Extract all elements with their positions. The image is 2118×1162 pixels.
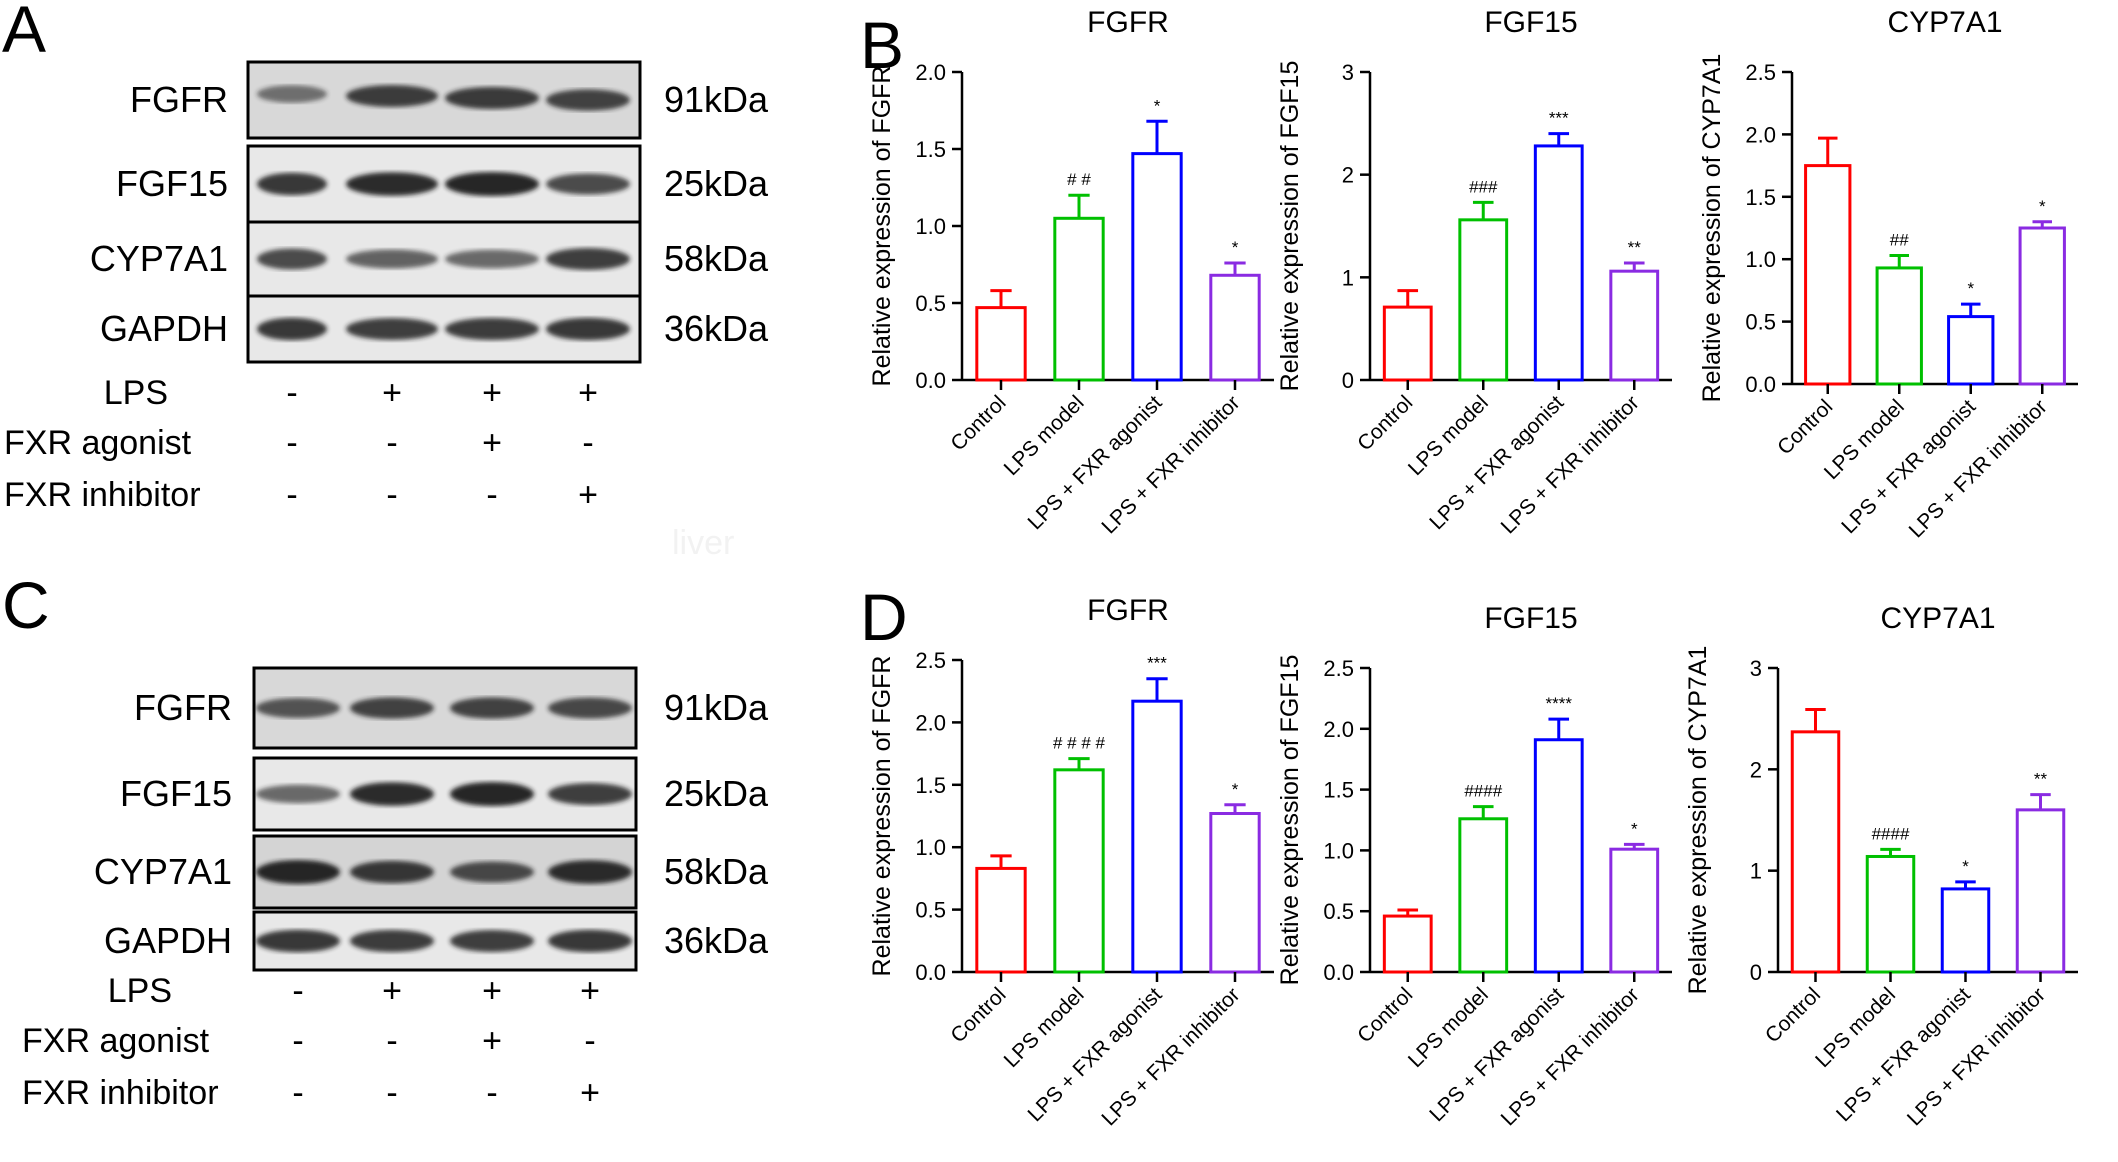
treatment-sign: -: [286, 476, 297, 514]
treatment-sign: -: [386, 424, 397, 462]
blot-band: [445, 317, 539, 341]
blot-band: [346, 85, 438, 107]
band-size-label: 36kDa: [664, 308, 769, 349]
treatment-sign: -: [286, 424, 297, 462]
blot-band: [346, 318, 438, 340]
treatment-label: LPS: [104, 374, 168, 412]
blot-band: [257, 317, 327, 341]
protein-label: FGFR: [130, 79, 228, 120]
band-size-label: 91kDa: [664, 79, 769, 120]
blot-band: [546, 173, 630, 195]
band-size-label: 58kDa: [664, 238, 769, 279]
blot-band: [546, 317, 630, 341]
panel-a-letter: A: [2, 0, 46, 66]
blot-band: [346, 249, 438, 269]
watermark-text: liver: [672, 524, 735, 562]
treatment-sign: -: [286, 374, 297, 412]
treatment-label: FXR inhibitor: [4, 476, 201, 514]
treatment-sign: -: [486, 476, 497, 514]
blot-band: [546, 248, 630, 270]
protein-label: FGF15: [116, 163, 228, 204]
treatment-sign: -: [386, 476, 397, 514]
protein-label: GAPDH: [100, 308, 228, 349]
blot-band: [257, 172, 327, 196]
treatment-sign: +: [382, 374, 402, 412]
treatment-label: FXR agonist: [4, 424, 192, 462]
protein-label: CYP7A1: [90, 238, 228, 279]
blot-band: [445, 172, 539, 196]
treatment-sign: +: [482, 424, 502, 462]
blot-band: [445, 86, 539, 110]
blot-band: [546, 89, 630, 111]
blot-band: [257, 248, 327, 270]
treatment-sign: +: [578, 374, 598, 412]
treatment-sign: +: [482, 374, 502, 412]
blot-band: [445, 249, 539, 269]
band-size-label: 25kDa: [664, 163, 769, 204]
blot-band: [346, 172, 438, 196]
treatment-sign: +: [578, 476, 598, 514]
treatment-sign: -: [582, 424, 593, 462]
blot-band: [257, 85, 327, 103]
